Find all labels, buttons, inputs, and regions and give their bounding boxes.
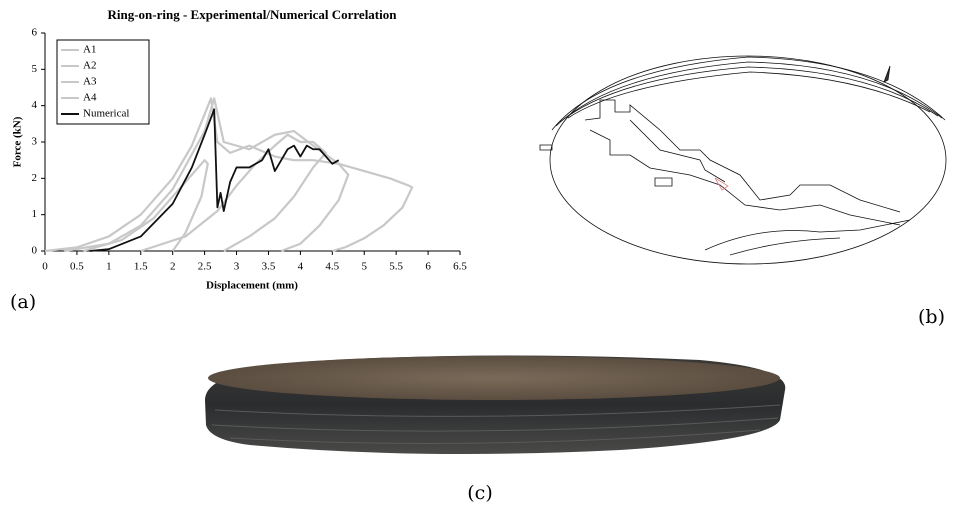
- legend-label: A2: [83, 60, 96, 72]
- legend-label: A1: [83, 44, 96, 56]
- x-tick-label: 5: [361, 261, 367, 273]
- specimen-photo: [205, 355, 786, 454]
- panel-label: (a): [10, 291, 36, 313]
- y-tick-label: 5: [32, 63, 38, 75]
- chart-title: Ring-on-ring - Experimental/Numerical Co…: [108, 7, 398, 22]
- x-tick-label: 4.5: [325, 261, 339, 273]
- legend-label: A3: [83, 76, 97, 88]
- legend-label: Numerical: [83, 108, 129, 120]
- series-line: [140, 133, 328, 253]
- x-tick-label: 6: [425, 261, 431, 273]
- y-axis-label: Force (kN): [12, 116, 24, 167]
- y-tick-label: 4: [32, 99, 38, 111]
- y-tick-label: 1: [32, 208, 38, 220]
- x-axis-label: Displacement (mm): [206, 280, 298, 292]
- series-line: [63, 97, 350, 253]
- x-tick-label: 1: [106, 261, 112, 273]
- x-tick-label: 0.5: [70, 261, 84, 273]
- series-line: [89, 108, 340, 252]
- fracture-drawing: [539, 55, 947, 265]
- x-tick-label: 0: [42, 261, 48, 273]
- legend-label: A4: [83, 92, 97, 104]
- y-tick-label: 0: [32, 245, 38, 257]
- x-tick-label: 3: [234, 261, 240, 273]
- series-line: [83, 159, 209, 253]
- x-tick-label: 6.5: [453, 261, 467, 273]
- x-tick-label: 2: [170, 261, 176, 273]
- x-tick-label: 5.5: [389, 261, 403, 273]
- y-tick-label: 3: [32, 136, 38, 148]
- x-tick-label: 3.5: [262, 261, 276, 273]
- x-tick-label: 1.5: [134, 261, 148, 273]
- x-tick-label: 4: [298, 261, 304, 273]
- y-tick-label: 6: [32, 27, 38, 39]
- x-tick-label: 2.5: [198, 261, 212, 273]
- y-tick-label: 2: [32, 172, 38, 184]
- series-line: [44, 97, 414, 253]
- panel-label: (c): [467, 482, 492, 504]
- panel-label: (b): [918, 306, 945, 328]
